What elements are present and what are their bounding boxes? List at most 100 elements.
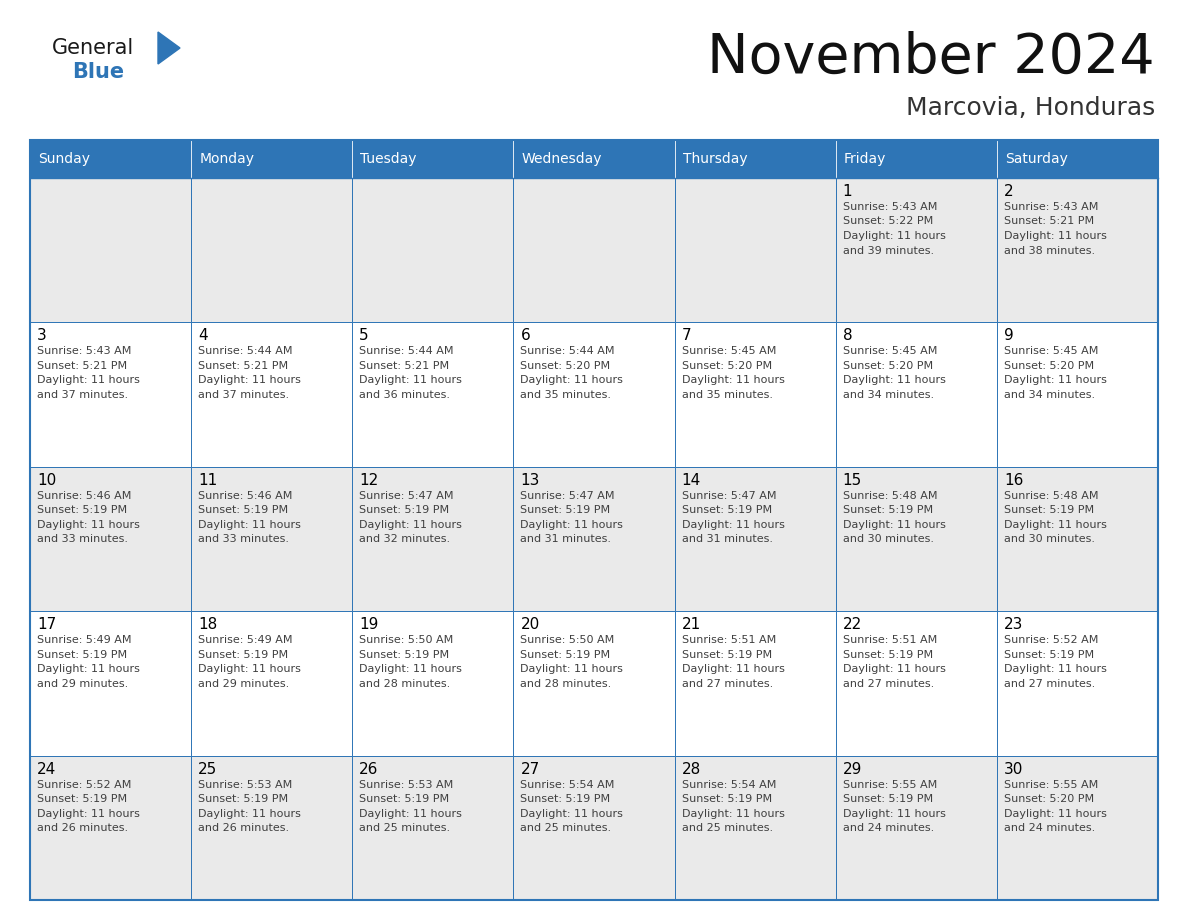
Text: Daylight: 11 hours: Daylight: 11 hours xyxy=(520,375,624,386)
Bar xyxy=(513,756,675,900)
Bar xyxy=(353,756,513,900)
Bar xyxy=(997,756,1158,900)
Text: 13: 13 xyxy=(520,473,539,487)
Text: Daylight: 11 hours: Daylight: 11 hours xyxy=(37,520,140,530)
Text: 20: 20 xyxy=(520,617,539,633)
Text: and 35 minutes.: and 35 minutes. xyxy=(682,390,772,400)
Text: and 25 minutes.: and 25 minutes. xyxy=(520,823,612,834)
Text: Sunset: 5:19 PM: Sunset: 5:19 PM xyxy=(198,650,289,660)
Text: Sunrise: 5:43 AM: Sunrise: 5:43 AM xyxy=(1004,202,1098,212)
Text: Sunrise: 5:43 AM: Sunrise: 5:43 AM xyxy=(842,202,937,212)
Bar xyxy=(835,611,997,756)
Text: and 28 minutes.: and 28 minutes. xyxy=(359,678,450,688)
Text: Daylight: 11 hours: Daylight: 11 hours xyxy=(359,375,462,386)
Text: Sunset: 5:20 PM: Sunset: 5:20 PM xyxy=(842,361,933,371)
Text: Sunrise: 5:54 AM: Sunrise: 5:54 AM xyxy=(520,779,615,789)
Text: Daylight: 11 hours: Daylight: 11 hours xyxy=(1004,375,1107,386)
Text: Sunrise: 5:45 AM: Sunrise: 5:45 AM xyxy=(682,346,776,356)
Text: and 27 minutes.: and 27 minutes. xyxy=(1004,678,1095,688)
Bar xyxy=(835,178,997,322)
Text: Sunrise: 5:44 AM: Sunrise: 5:44 AM xyxy=(359,346,454,356)
Text: 9: 9 xyxy=(1004,329,1013,343)
Text: and 24 minutes.: and 24 minutes. xyxy=(842,823,934,834)
Text: Friday: Friday xyxy=(843,152,886,166)
Text: November 2024: November 2024 xyxy=(707,31,1155,85)
Text: Saturday: Saturday xyxy=(1005,152,1068,166)
Text: and 34 minutes.: and 34 minutes. xyxy=(1004,390,1095,400)
Text: Sunset: 5:19 PM: Sunset: 5:19 PM xyxy=(682,650,772,660)
Text: 14: 14 xyxy=(682,473,701,487)
Text: and 36 minutes.: and 36 minutes. xyxy=(359,390,450,400)
Text: Sunset: 5:19 PM: Sunset: 5:19 PM xyxy=(520,650,611,660)
Bar xyxy=(191,140,353,178)
Text: 15: 15 xyxy=(842,473,862,487)
Text: Sunrise: 5:54 AM: Sunrise: 5:54 AM xyxy=(682,779,776,789)
Polygon shape xyxy=(158,32,181,64)
Text: 11: 11 xyxy=(198,473,217,487)
Text: Sunset: 5:19 PM: Sunset: 5:19 PM xyxy=(359,794,449,804)
Text: Sunrise: 5:48 AM: Sunrise: 5:48 AM xyxy=(1004,491,1099,501)
Text: Sunrise: 5:45 AM: Sunrise: 5:45 AM xyxy=(1004,346,1098,356)
Bar xyxy=(30,756,191,900)
Text: 5: 5 xyxy=(359,329,369,343)
Text: Thursday: Thursday xyxy=(683,152,747,166)
Text: and 31 minutes.: and 31 minutes. xyxy=(682,534,772,544)
Text: Daylight: 11 hours: Daylight: 11 hours xyxy=(682,665,784,674)
Text: Marcovia, Honduras: Marcovia, Honduras xyxy=(905,96,1155,120)
Text: 26: 26 xyxy=(359,762,379,777)
Text: 21: 21 xyxy=(682,617,701,633)
Text: Sunrise: 5:46 AM: Sunrise: 5:46 AM xyxy=(37,491,132,501)
Text: Sunrise: 5:46 AM: Sunrise: 5:46 AM xyxy=(198,491,292,501)
Text: Blue: Blue xyxy=(72,62,124,82)
Bar xyxy=(997,466,1158,611)
Bar xyxy=(30,466,191,611)
Bar xyxy=(835,140,997,178)
Text: Sunrise: 5:44 AM: Sunrise: 5:44 AM xyxy=(198,346,292,356)
Text: Sunrise: 5:49 AM: Sunrise: 5:49 AM xyxy=(198,635,292,645)
Bar xyxy=(30,140,191,178)
Text: and 27 minutes.: and 27 minutes. xyxy=(842,678,934,688)
Text: Sunday: Sunday xyxy=(38,152,90,166)
Bar xyxy=(997,178,1158,322)
Bar xyxy=(835,756,997,900)
Text: Tuesday: Tuesday xyxy=(360,152,417,166)
Text: Sunrise: 5:47 AM: Sunrise: 5:47 AM xyxy=(520,491,615,501)
Text: Sunrise: 5:44 AM: Sunrise: 5:44 AM xyxy=(520,346,615,356)
Bar xyxy=(191,756,353,900)
Text: 23: 23 xyxy=(1004,617,1023,633)
Text: and 26 minutes.: and 26 minutes. xyxy=(37,823,128,834)
Bar xyxy=(513,466,675,611)
Text: and 37 minutes.: and 37 minutes. xyxy=(37,390,128,400)
Text: 28: 28 xyxy=(682,762,701,777)
Text: Sunrise: 5:45 AM: Sunrise: 5:45 AM xyxy=(842,346,937,356)
Text: Daylight: 11 hours: Daylight: 11 hours xyxy=(1004,809,1107,819)
Bar xyxy=(513,322,675,466)
Text: and 25 minutes.: and 25 minutes. xyxy=(682,823,772,834)
Text: Daylight: 11 hours: Daylight: 11 hours xyxy=(37,809,140,819)
Text: Sunset: 5:19 PM: Sunset: 5:19 PM xyxy=(520,505,611,515)
Text: 12: 12 xyxy=(359,473,379,487)
Text: Sunrise: 5:53 AM: Sunrise: 5:53 AM xyxy=(198,779,292,789)
Text: 10: 10 xyxy=(37,473,56,487)
Bar xyxy=(513,178,675,322)
Text: Sunset: 5:21 PM: Sunset: 5:21 PM xyxy=(359,361,449,371)
Bar xyxy=(30,611,191,756)
Text: Sunset: 5:19 PM: Sunset: 5:19 PM xyxy=(842,794,933,804)
Bar xyxy=(675,756,835,900)
Text: and 37 minutes.: and 37 minutes. xyxy=(198,390,289,400)
Text: Daylight: 11 hours: Daylight: 11 hours xyxy=(1004,520,1107,530)
Text: 18: 18 xyxy=(198,617,217,633)
Text: and 38 minutes.: and 38 minutes. xyxy=(1004,245,1095,255)
Text: 19: 19 xyxy=(359,617,379,633)
Text: Sunrise: 5:43 AM: Sunrise: 5:43 AM xyxy=(37,346,132,356)
Text: Sunset: 5:21 PM: Sunset: 5:21 PM xyxy=(1004,217,1094,227)
Bar xyxy=(835,322,997,466)
Text: Daylight: 11 hours: Daylight: 11 hours xyxy=(198,665,301,674)
Text: Sunset: 5:19 PM: Sunset: 5:19 PM xyxy=(37,794,127,804)
Text: and 30 minutes.: and 30 minutes. xyxy=(842,534,934,544)
Text: Daylight: 11 hours: Daylight: 11 hours xyxy=(842,520,946,530)
Text: Sunset: 5:19 PM: Sunset: 5:19 PM xyxy=(1004,650,1094,660)
Text: Sunrise: 5:51 AM: Sunrise: 5:51 AM xyxy=(842,635,937,645)
Text: Sunset: 5:20 PM: Sunset: 5:20 PM xyxy=(1004,361,1094,371)
Bar xyxy=(191,322,353,466)
